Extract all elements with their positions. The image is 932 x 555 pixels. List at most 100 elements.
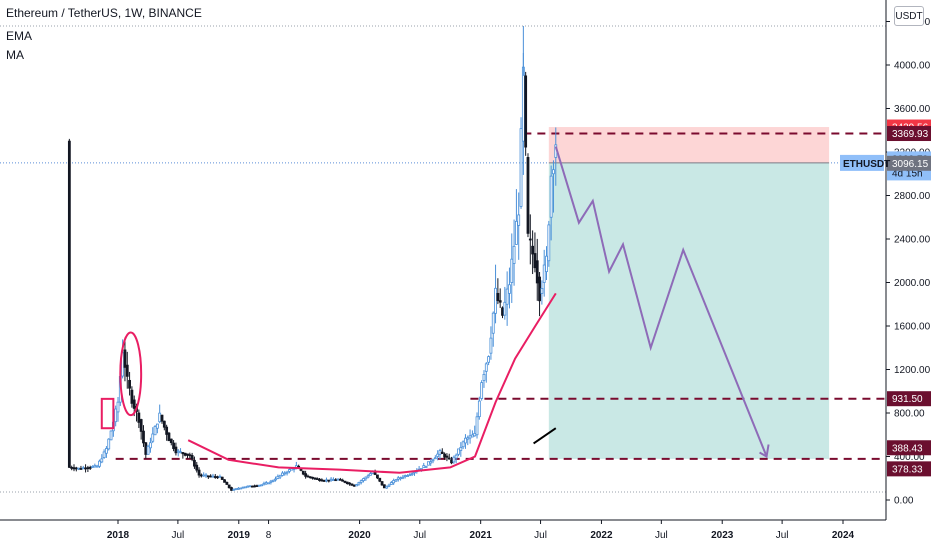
candle-body	[315, 478, 319, 480]
candle-body	[174, 446, 178, 454]
candle-body	[426, 461, 430, 466]
candle-body	[454, 454, 458, 459]
time-axis-tick-label: 2021	[470, 530, 493, 541]
candle-body	[123, 349, 127, 368]
candle-body	[172, 442, 175, 449]
candle-body	[243, 486, 247, 489]
candle-body	[338, 478, 342, 481]
candle-body	[288, 469, 291, 472]
symbol-tag: ETHUSDT	[843, 159, 890, 170]
candle-body	[227, 484, 231, 489]
candle-body	[385, 485, 389, 489]
price-axis-tick-label: 0.00	[894, 496, 914, 507]
candle-body	[179, 451, 182, 454]
candle-body	[496, 292, 500, 302]
highlight-ellipse	[119, 331, 143, 417]
candle-body	[70, 466, 74, 469]
candle-body	[459, 447, 463, 451]
candle-body	[526, 157, 530, 234]
highlight-rectangle	[100, 397, 115, 430]
stop-loss-zone	[548, 127, 830, 163]
candle-body	[542, 264, 546, 283]
candle-body	[230, 487, 233, 491]
time-axis-tick-label: Jul	[655, 530, 668, 541]
candle-body	[461, 441, 465, 448]
candle-body	[473, 432, 477, 437]
candle-body	[239, 487, 243, 490]
price-axis-tick-label: 1600.00	[894, 322, 931, 333]
time-axis-tick-label: 8	[266, 530, 272, 541]
candle-body	[394, 479, 398, 482]
candle-body	[503, 301, 507, 316]
price-label-box	[887, 391, 931, 407]
candle-body	[158, 412, 162, 423]
candle-body	[306, 475, 310, 478]
candle-body	[501, 307, 504, 316]
candle-body	[535, 260, 539, 284]
candle-body	[508, 284, 511, 294]
candle-body	[125, 364, 129, 377]
candle-body	[260, 484, 264, 487]
candle-body	[345, 481, 349, 485]
candle-body	[380, 481, 384, 486]
candle-body	[325, 479, 328, 482]
candle-body	[167, 432, 171, 442]
candle-body	[470, 434, 474, 438]
price-axis-tick-label: 400.00	[894, 452, 925, 463]
symbol-title: Ethereum / TetherUS, 1W, BINANCE	[6, 6, 202, 20]
candle-body	[162, 420, 166, 428]
time-axis-tick-label: Jul	[413, 530, 426, 541]
candle-body	[480, 382, 484, 399]
time-axis-tick-label: 2024	[832, 530, 855, 541]
candle-body	[301, 470, 305, 475]
candle-body	[153, 426, 157, 436]
candle-body	[445, 455, 449, 458]
candle-body	[262, 483, 266, 486]
price-label-box	[887, 440, 931, 456]
price-label-box	[887, 155, 931, 171]
candle-body	[336, 478, 340, 481]
candle-body	[105, 448, 108, 454]
candle-body	[88, 466, 92, 469]
candle-body	[369, 473, 372, 476]
candle-body	[237, 487, 240, 490]
candle-body	[278, 474, 282, 478]
candle-body	[403, 475, 407, 478]
time-axis-tick-label: 2022	[590, 530, 613, 541]
candle-body	[420, 468, 423, 470]
candle-body	[98, 460, 101, 467]
candle-body	[202, 474, 206, 477]
candle-body	[95, 465, 99, 468]
candle-body	[489, 337, 493, 354]
candle-body	[332, 479, 335, 481]
projection-arrowhead	[759, 444, 770, 459]
candle-body	[285, 471, 289, 474]
candle-body	[181, 452, 185, 455]
candle-body	[392, 480, 396, 484]
ema-indicator-label[interactable]: EMA	[6, 29, 33, 43]
candle-body	[389, 482, 393, 485]
candle-body	[399, 477, 402, 480]
ma-indicator-label[interactable]: MA	[6, 48, 24, 62]
time-axis-tick-label: Jul	[776, 530, 789, 541]
candle-body	[436, 453, 440, 457]
price-label: 378.33	[892, 464, 923, 475]
candle-body	[359, 480, 363, 483]
candle-body	[387, 484, 391, 487]
candle-body	[350, 483, 354, 486]
currency-button[interactable]: USDT	[894, 6, 924, 26]
candle-body	[464, 437, 467, 444]
candle-body	[452, 456, 456, 463]
candle-body	[322, 480, 326, 482]
candle-body	[72, 467, 76, 470]
candle-body	[86, 467, 90, 470]
candle-body	[515, 220, 518, 245]
candle-body	[146, 445, 150, 455]
candle-body	[255, 485, 259, 487]
candle-body	[213, 476, 217, 478]
candle-body	[329, 478, 333, 481]
candle-body	[524, 75, 528, 148]
candle-body	[396, 477, 400, 480]
